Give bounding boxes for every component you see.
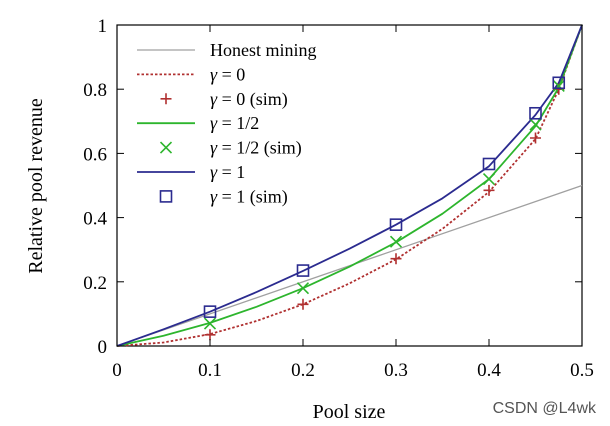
gamma-symbol: γ (210, 138, 218, 158)
axis-ticks: 0 0.1 0.2 0.3 0.4 0.5 0 0.2 0.4 0.6 0.8 1 (83, 16, 594, 381)
legend-label-rest: = 1 (sim) (217, 186, 288, 207)
y-tick-label: 0.4 (83, 209, 107, 230)
legend-label-rest: = 0 (217, 64, 245, 84)
series-marker-4 (389, 235, 403, 248)
x-axis-label: Pool size (313, 401, 386, 423)
x-tick-label: 0.3 (384, 360, 408, 381)
gamma-symbol: γ (210, 89, 218, 109)
series-marker-2 (530, 132, 541, 144)
y-tick-label: 0 (98, 337, 108, 358)
series-line-5 (116, 24, 583, 347)
series-marker-2 (297, 298, 309, 310)
gamma-symbol: γ (210, 186, 218, 206)
series-marker-2 (483, 184, 495, 196)
legend-label-rest: = 1/2 (sim) (217, 138, 302, 159)
plot-frame (116, 24, 583, 347)
series-line-3 (116, 24, 583, 347)
series-marker-2 (390, 253, 402, 265)
series-line-1 (116, 24, 583, 347)
legend-swatch-6 (159, 190, 173, 203)
series-marker-4 (552, 79, 565, 93)
legend-label-3: γ = 1/2 (210, 113, 259, 133)
data-markers (203, 76, 566, 341)
gamma-symbol: γ (210, 113, 218, 133)
legend-label-rest: = 1 (217, 162, 245, 182)
legend-swatch-2 (160, 93, 172, 105)
series-marker-6 (389, 218, 403, 231)
legend-label-6: γ = 1 (sim) (210, 186, 288, 207)
series-marker-4 (296, 282, 310, 295)
x-tick-label: 0.2 (291, 360, 315, 381)
legend-label-rest: = 1/2 (217, 113, 259, 133)
y-tick-label: 0.2 (83, 273, 107, 294)
legend-label-0: Honest mining (210, 40, 317, 60)
legend-label-1: γ = 0 (210, 64, 245, 84)
legend-label-4: γ = 1/2 (sim) (210, 138, 302, 159)
y-tick-label: 1 (98, 16, 108, 37)
y-tick-label: 0.8 (83, 80, 107, 101)
series-marker-4 (529, 118, 542, 131)
x-tick-label: 0 (112, 360, 122, 381)
legend-label-rest: = 0 (sim) (217, 89, 288, 110)
gamma-symbol: γ (210, 64, 218, 84)
series-marker-4 (482, 173, 496, 186)
x-tick-label: 0.5 (570, 360, 594, 381)
series-marker-6 (482, 157, 496, 171)
legend-label-2: γ = 0 (sim) (210, 89, 288, 110)
x-tick-label: 0.4 (477, 360, 501, 381)
plot-border (116, 24, 583, 347)
legend-swatch-4 (159, 141, 173, 154)
data-curves (116, 24, 583, 347)
legend-label-5: γ = 1 (210, 162, 245, 182)
series-marker-6 (552, 76, 566, 90)
watermark: CSDN @L4wk (493, 400, 597, 417)
series-marker-6 (529, 106, 542, 120)
y-axis-label: Relative pool revenue (25, 98, 47, 274)
series-marker-6 (203, 305, 217, 318)
y-tick-label: 0.6 (83, 144, 107, 165)
series-marker-6 (296, 264, 310, 277)
x-tick-label: 0.1 (198, 360, 222, 381)
series-marker-4 (203, 317, 217, 330)
gamma-symbol: γ (210, 162, 218, 182)
series-marker-2 (204, 329, 216, 341)
